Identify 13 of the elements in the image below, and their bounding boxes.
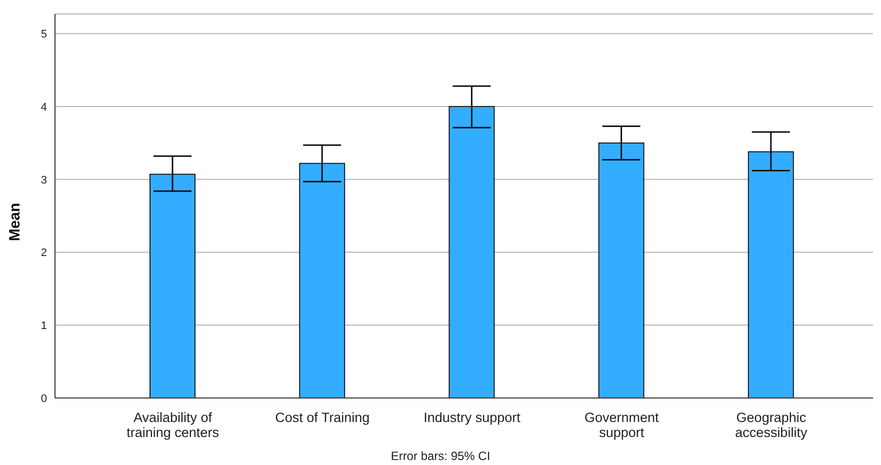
y-tick-label: 2	[40, 247, 47, 260]
x-tick-label: Government support	[584, 410, 659, 440]
y-tick-label: 3	[40, 174, 47, 186]
text: Error bars: 95% CI	[390, 449, 492, 463]
x-tick-label: Availability of training centers	[126, 410, 220, 440]
y-axis-title: Mean	[6, 202, 24, 242]
y-tick-label: 1	[40, 320, 47, 332]
x-tick-label: Cost of Training	[275, 410, 370, 425]
x-tick-label: Geographic accessibility	[735, 410, 808, 440]
y-tick-label: 0	[40, 392, 47, 405]
x-tick-label: Industry support	[424, 410, 521, 425]
y-tick-label: 4	[40, 101, 47, 114]
y-tick-label: 5	[40, 28, 47, 41]
